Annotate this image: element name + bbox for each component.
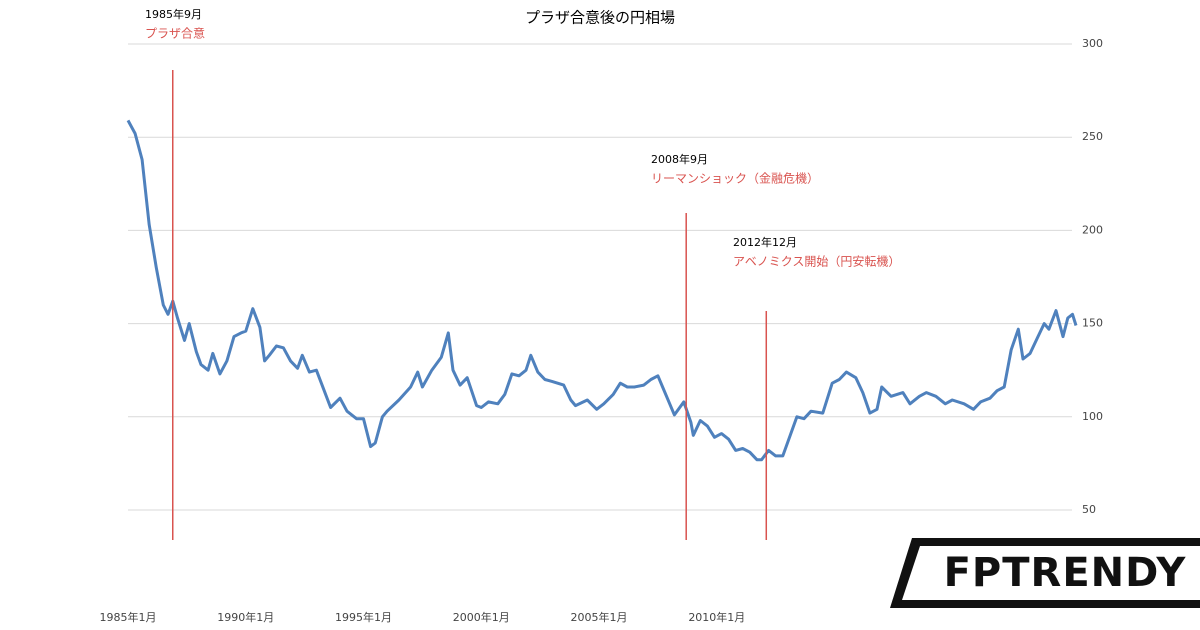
y-tick-label: 200 xyxy=(1082,223,1103,236)
price-line xyxy=(126,119,1078,462)
x-tick-label: 1985年1月 xyxy=(100,610,157,624)
logo-inner xyxy=(902,546,1200,600)
annotation-label: プラザ合意 xyxy=(145,27,205,41)
x-tick-label: 2000年1月 xyxy=(453,610,510,624)
y-tick-label: 250 xyxy=(1082,130,1103,143)
x-tick-label: 1990年1月 xyxy=(217,610,274,624)
annotation-date: 1985年9月 xyxy=(145,7,202,21)
chart-title: プラザ合意後の円相場 xyxy=(525,9,675,27)
annotation-date: 2008年9月 xyxy=(651,152,708,166)
x-tick-label: 1995年1月 xyxy=(335,610,392,624)
y-tick-label: 300 xyxy=(1082,37,1103,50)
y-tick-label: 50 xyxy=(1082,503,1096,516)
x-tick-label: 2005年1月 xyxy=(571,610,628,624)
annotation-label: アベノミクス開始（円安転機） xyxy=(733,255,900,269)
y-tick-label: 150 xyxy=(1082,317,1103,330)
annotation-date: 2012年12月 xyxy=(733,235,797,249)
annotation-label: リーマンショック（金融危機） xyxy=(651,172,819,186)
x-tick-label: 2010年1月 xyxy=(688,610,745,624)
logo: FPTRENDY xyxy=(944,550,1187,596)
y-tick-label: 100 xyxy=(1082,410,1103,423)
